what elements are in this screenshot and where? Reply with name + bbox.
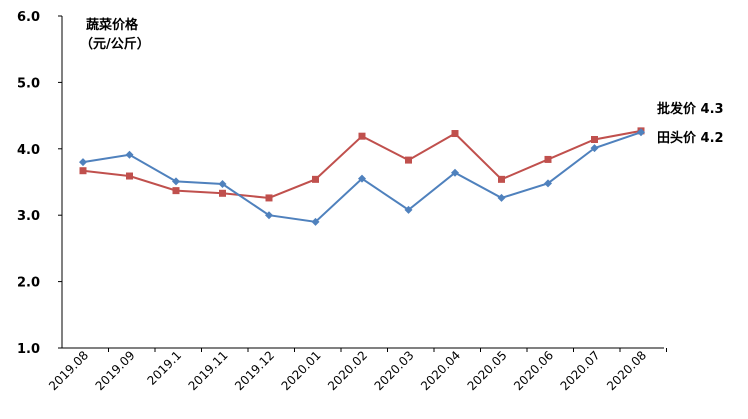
y-tick-label: 4.0 xyxy=(17,143,40,158)
data-point-wholesale xyxy=(265,194,273,202)
y-axis-label: 蔬菜价格 xyxy=(86,17,139,33)
data-point-wholesale xyxy=(312,175,319,183)
data-point-farmgate xyxy=(311,217,320,226)
x-tick-label: 2020.01 xyxy=(279,348,324,393)
x-tick-label: 2020.07 xyxy=(558,348,603,393)
data-point-wholesale xyxy=(405,156,412,164)
data-point-wholesale xyxy=(219,189,226,197)
data-point-wholesale xyxy=(172,187,180,195)
series-label-wholesale: 批发价 4.3 xyxy=(657,101,724,117)
x-tick-label: 2020.08 xyxy=(604,348,649,393)
x-tick-label: 2020.03 xyxy=(372,348,417,393)
x-tick-label: 2019.09 xyxy=(93,348,138,393)
data-point-farmgate xyxy=(125,150,134,159)
data-point-farmgate xyxy=(544,179,552,188)
series-label-farmgate: 田头价 4.2 xyxy=(657,130,724,146)
data-point-wholesale xyxy=(544,155,552,163)
data-point-wholesale xyxy=(79,167,87,175)
x-tick-label: 2020.06 xyxy=(511,348,556,393)
series-line-wholesale xyxy=(82,129,642,199)
y-tick-label: 6.0 xyxy=(17,10,40,25)
data-point-farmgate xyxy=(218,179,227,188)
data-point-farmgate xyxy=(404,205,413,214)
x-tick-label: 2019.1 xyxy=(145,348,185,388)
data-point-farmgate xyxy=(497,193,506,202)
y-tick-label: 1.0 xyxy=(17,342,40,357)
x-tick-label: 2020.04 xyxy=(418,348,463,393)
y-tick-label: 2.0 xyxy=(17,276,40,291)
data-point-farmgate xyxy=(590,144,599,153)
x-tick-label: 2019.08 xyxy=(46,348,91,393)
data-point-farmgate xyxy=(637,128,645,137)
y-axis-unit: （元/公斤） xyxy=(80,36,150,52)
data-point-farmgate xyxy=(358,174,366,183)
data-point-wholesale xyxy=(358,132,366,140)
data-point-wholesale xyxy=(126,172,133,180)
x-tick-label: 2019.12 xyxy=(232,348,277,393)
x-tick-label: 2020.02 xyxy=(325,348,370,393)
data-point-wholesale xyxy=(591,136,598,144)
data-point-wholesale xyxy=(451,130,459,138)
y-tick-label: 3.0 xyxy=(17,209,40,224)
x-tick-label: 2020.05 xyxy=(465,348,510,393)
data-point-farmgate xyxy=(451,168,459,177)
data-point-farmgate xyxy=(79,158,87,167)
x-tick-label: 2019.11 xyxy=(186,348,231,393)
data-point-farmgate xyxy=(172,177,180,186)
data-point-farmgate xyxy=(265,211,273,220)
y-tick-label: 5.0 xyxy=(17,76,40,91)
data-point-wholesale xyxy=(498,175,505,183)
